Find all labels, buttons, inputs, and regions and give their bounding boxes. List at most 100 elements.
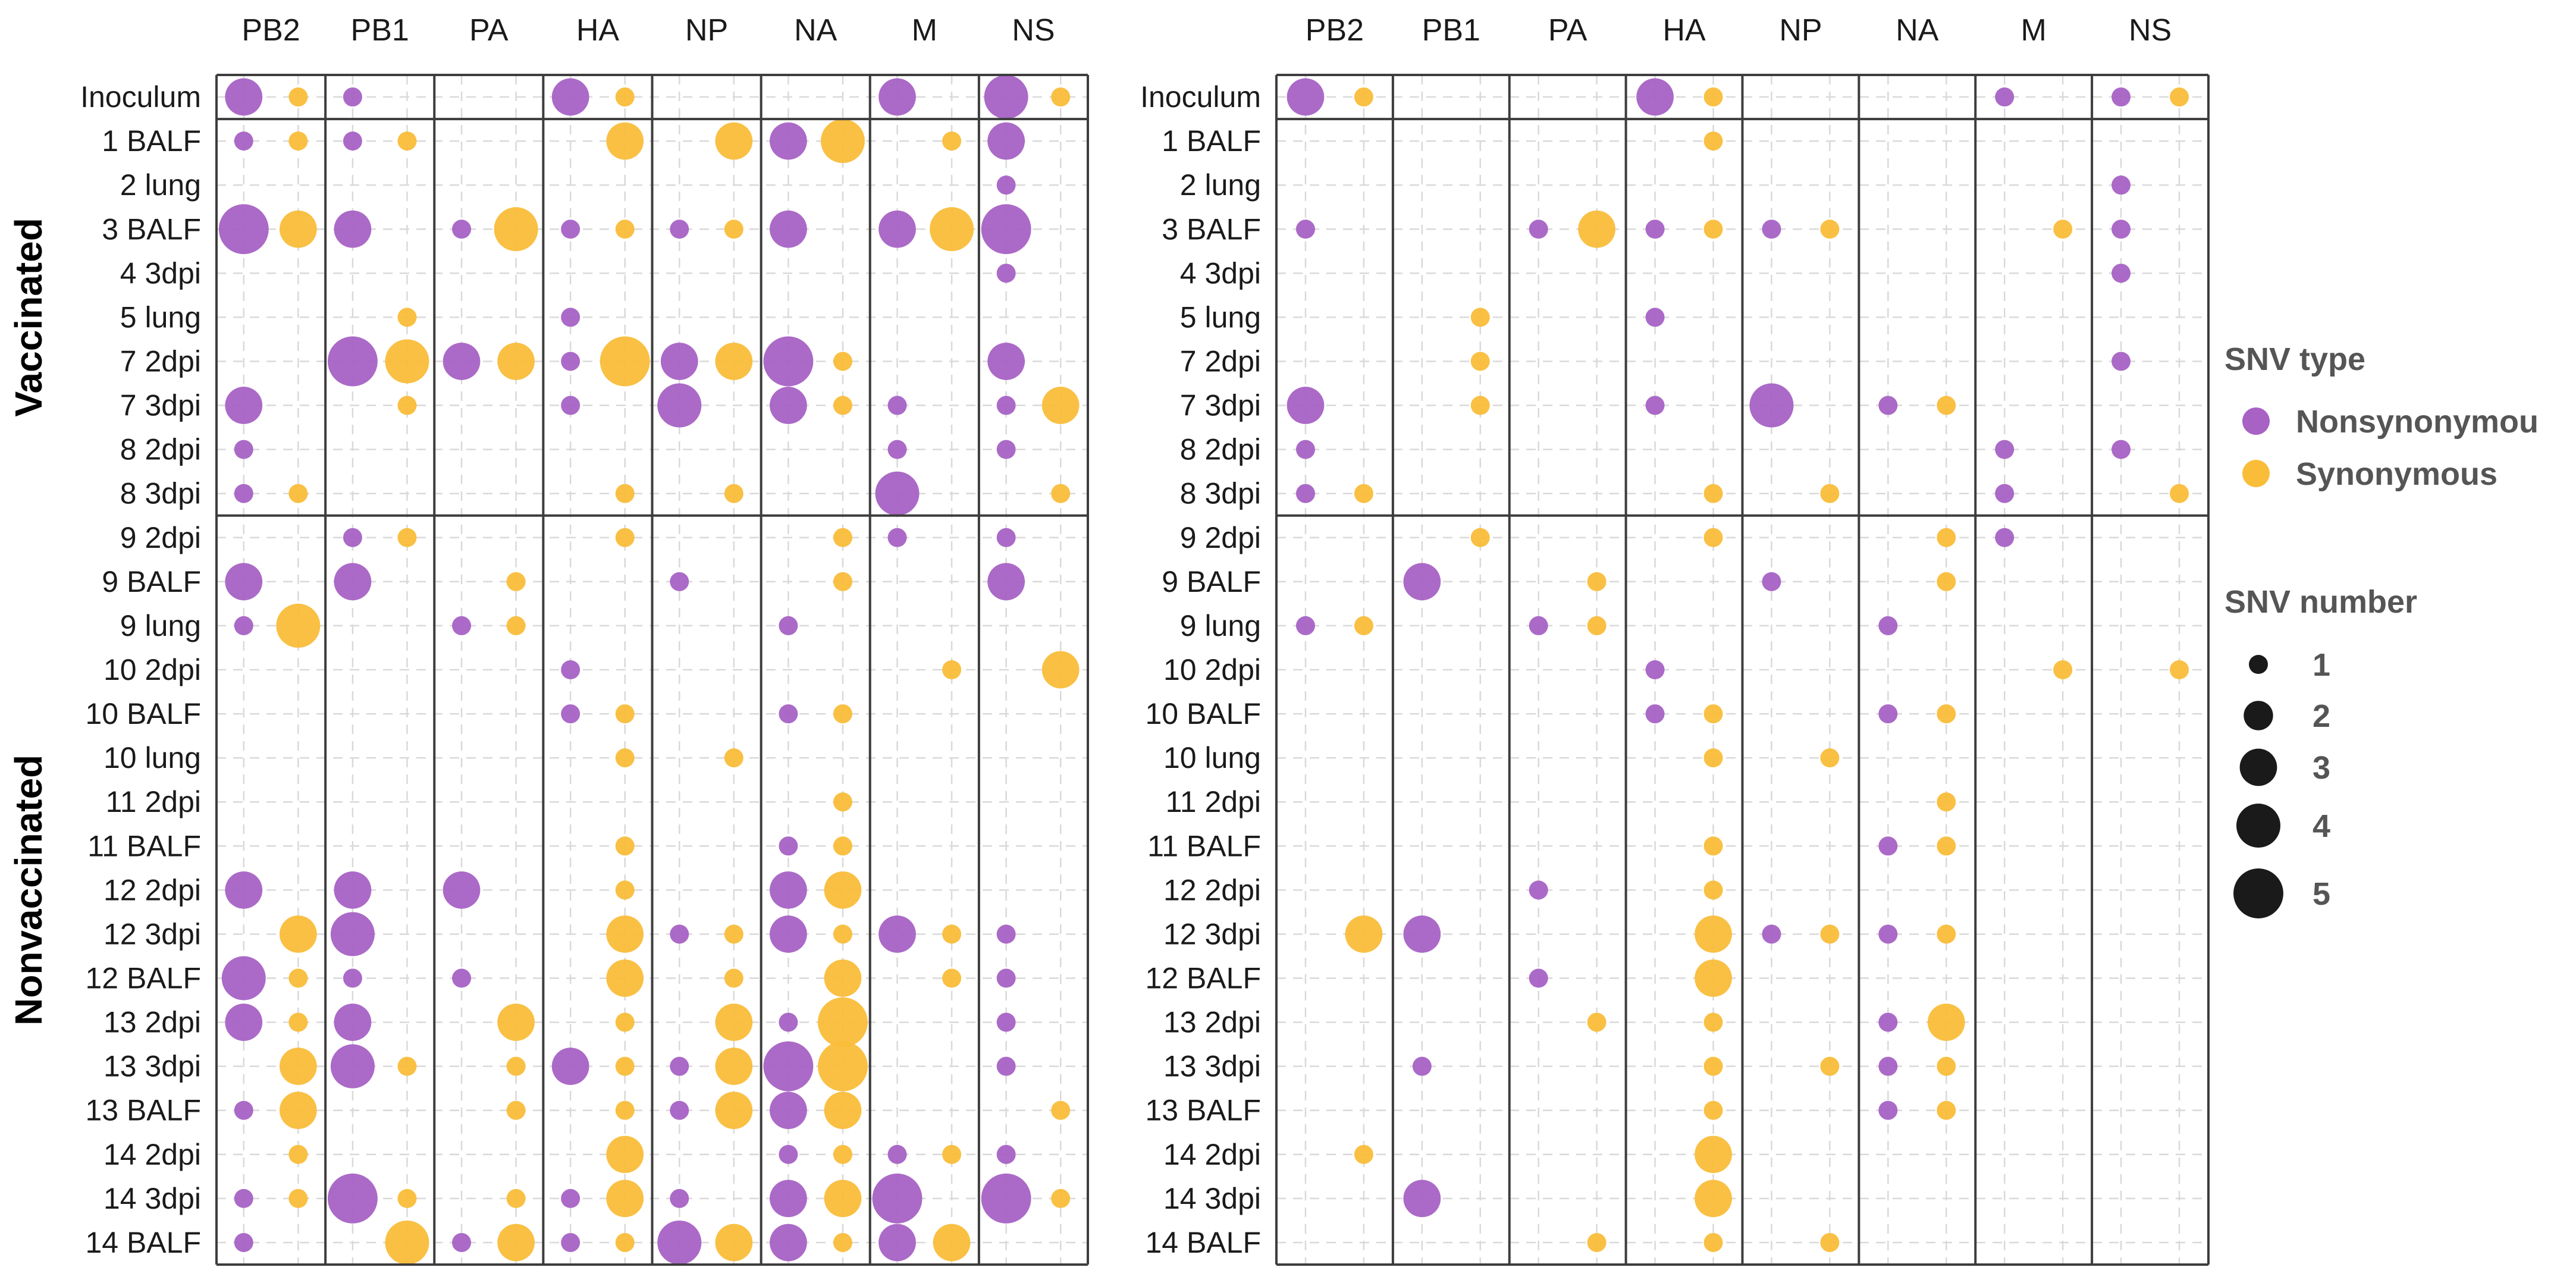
bubble-nonsynonymous [1295, 616, 1315, 635]
bubble-synonymous [494, 207, 538, 252]
bubble-synonymous [1470, 308, 1490, 327]
bubble-synonymous [288, 484, 308, 503]
bubble-synonymous [506, 1188, 526, 1208]
bubble-synonymous [1703, 748, 1723, 768]
bubble-nonsynonymous [996, 1056, 1016, 1076]
bubble-nonsynonymous [1762, 924, 1781, 944]
bubble-synonymous [506, 616, 526, 635]
bubble-synonymous [724, 968, 743, 988]
bubble-nonsynonymous [1636, 78, 1674, 116]
bubble-synonymous [933, 1224, 971, 1262]
bubble-synonymous [1703, 484, 1723, 503]
bubble-synonymous [1587, 1012, 1607, 1032]
bubble-nonsynonymous [779, 1012, 798, 1032]
legend-size-title: SNV number [2224, 584, 2417, 620]
bubble-nonsynonymous [770, 122, 807, 160]
bubble-synonymous [615, 219, 635, 239]
row-label: 12 3dpi [103, 917, 201, 951]
bubble-synonymous [1695, 915, 1732, 953]
bubble-synonymous [1051, 484, 1071, 503]
bubble-nonsynonymous [1403, 563, 1441, 601]
bubble-synonymous [288, 968, 308, 988]
bubble-synonymous [615, 836, 635, 856]
bubble-nonsynonymous [763, 336, 814, 387]
bubble-synonymous [615, 1100, 635, 1120]
bubble-nonsynonymous [872, 1173, 923, 1224]
row-label: 9 2dpi [120, 521, 201, 554]
bubble-nonsynonymous [670, 1188, 689, 1208]
bubble-synonymous [824, 1180, 862, 1218]
row-label: 1 BALF [102, 124, 201, 158]
bubble-nonsynonymous [1878, 1100, 1898, 1120]
bubble-synonymous [1820, 748, 1840, 768]
legend-size-key-4 [2236, 804, 2280, 848]
bubble-synonymous [1703, 131, 1723, 151]
row-labels: Inoculum 1 BALF 2 lung 3 BALF 4 3dpi 5 lung 7 … [80, 80, 201, 1259]
bubble-synonymous [279, 210, 317, 248]
row-label: 7 2dpi [1180, 344, 1261, 378]
bubble-nonsynonymous [452, 219, 472, 239]
bubble-synonymous [1703, 704, 1723, 724]
legend-label-nonsynonymous: Nonsynonymou [2296, 404, 2539, 440]
bubble-nonsynonymous [1412, 1056, 1432, 1076]
bubble-nonsynonymous [561, 396, 581, 415]
panel-left: PB2 PB1 PA HA NP NA M NS Inoculum 1 BALF 2 lung 3 B… [80, 13, 1089, 1266]
row-label: 14 3dpi [103, 1182, 201, 1215]
bubble-synonymous [1820, 484, 1840, 503]
bubble-nonsynonymous [561, 704, 581, 724]
row-label: 9 BALF [1162, 565, 1261, 598]
row-label: Inoculum [1140, 80, 1261, 114]
bubble-synonymous [715, 122, 753, 160]
bubble-synonymous [606, 1180, 644, 1218]
gene-header-pb1: PB1 [351, 13, 409, 48]
bubble-synonymous [942, 968, 962, 988]
bubble-synonymous [1695, 1136, 1732, 1174]
bubble-nonsynonymous [660, 343, 698, 380]
bubble-synonymous [615, 704, 635, 724]
row-label: 11 2dpi [1166, 785, 1261, 818]
bubble-synonymous [715, 343, 753, 380]
bubble-synonymous [833, 352, 852, 371]
bubble-nonsynonymous [1878, 924, 1898, 944]
bubble-synonymous [288, 1144, 308, 1164]
bubble-synonymous [820, 119, 865, 164]
bubble-synonymous [385, 339, 429, 384]
row-label: 3 BALF [102, 212, 201, 246]
row-label: 13 2dpi [103, 1006, 201, 1039]
bubble-synonymous [397, 308, 417, 327]
row-label: 10 2dpi [1163, 653, 1261, 686]
bubble-synonymous [1937, 572, 1956, 591]
gene-header-np: NP [1779, 13, 1822, 48]
bubble-synonymous [833, 1232, 852, 1252]
bubble-synonymous [1470, 352, 1490, 371]
bubble-synonymous [397, 1188, 417, 1208]
row-label: 8 2dpi [1180, 433, 1261, 466]
bubble-nonsynonymous [1403, 1180, 1441, 1218]
bubble-synonymous [833, 396, 852, 415]
gene-header-na: NA [1896, 13, 1939, 48]
gene-header-ha: HA [576, 13, 620, 48]
legend-swatch-nonsynonymous [2242, 407, 2270, 435]
bubble-nonsynonymous [234, 1100, 253, 1120]
gene-header-np: NP [685, 13, 728, 48]
legend-swatch-synonymous [2242, 460, 2270, 487]
bubble-nonsynonymous [551, 78, 589, 116]
bubble-nonsynonymous [1529, 880, 1548, 900]
row-label: 13 3dpi [1163, 1050, 1261, 1083]
bubble-nonsynonymous [657, 383, 702, 428]
gene-header-m: M [912, 13, 937, 48]
bubble-synonymous [279, 1047, 317, 1086]
bubble-nonsynonymous [225, 563, 263, 601]
row-label: 10 BALF [85, 697, 201, 730]
bubble-nonsynonymous [1995, 528, 2015, 547]
row-label: 14 BALF [1145, 1226, 1261, 1259]
bubble-nonsynonymous [234, 1188, 253, 1208]
bubble-nonsynonymous [996, 968, 1016, 988]
legend-size-key-1 [2249, 655, 2268, 674]
bubble-synonymous [506, 1056, 526, 1076]
bubble-nonsynonymous [561, 308, 581, 327]
bubble-nonsynonymous [1645, 308, 1665, 327]
bubble-nonsynonymous [657, 1220, 702, 1265]
legend-size-key-3 [2239, 748, 2277, 786]
bubble-nonsynonymous [234, 440, 253, 459]
